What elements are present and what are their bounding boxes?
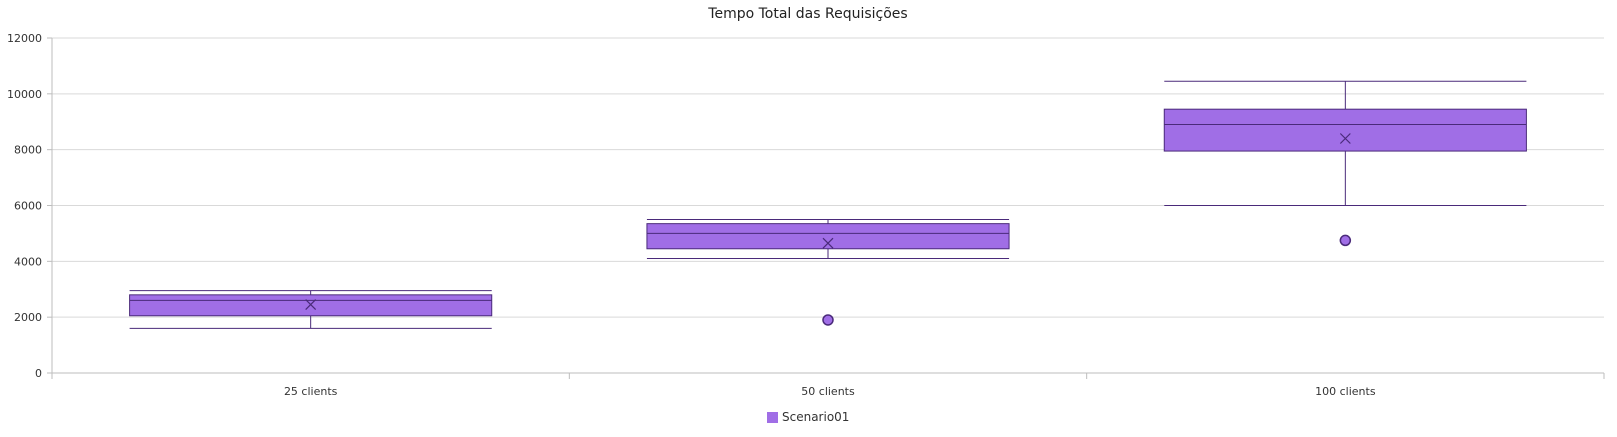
legend[interactable]: Scenario01 — [767, 410, 849, 424]
x-tick-label: 25 clients — [284, 385, 338, 398]
y-tick-label: 12000 — [7, 32, 42, 45]
box-25-clients[interactable] — [129, 290, 493, 329]
mean-marker — [1339, 133, 1351, 144]
outlier-point[interactable] — [1339, 234, 1352, 247]
iqr-box[interactable] — [646, 223, 1010, 250]
legend-label-scenario01[interactable]: Scenario01 — [782, 410, 849, 424]
chart-title: Tempo Total das Requisições — [707, 6, 907, 22]
y-tick-label: 10000 — [7, 88, 42, 101]
x-tick-label: 50 clients — [801, 385, 855, 398]
x-tick-label: 100 clients — [1315, 385, 1376, 398]
y-tick-label: 0 — [35, 367, 42, 380]
axes: 0 2000 4000 6000 8000 10000 12000 25 clients 50 … — [7, 32, 1605, 398]
box-100-clients[interactable] — [1163, 80, 1527, 247]
legend-swatch-scenario01[interactable] — [767, 412, 778, 423]
iqr-box[interactable] — [1163, 108, 1527, 152]
y-tick-label: 2000 — [14, 311, 42, 324]
box-50-clients[interactable] — [646, 218, 1010, 326]
box-series — [129, 80, 1527, 329]
mean-marker — [822, 237, 834, 249]
y-tick-label: 6000 — [14, 200, 42, 213]
outlier-point[interactable] — [822, 314, 834, 326]
y-tick-label: 8000 — [14, 144, 42, 157]
mean-marker — [305, 299, 317, 311]
y-tick-label: 4000 — [14, 255, 42, 268]
